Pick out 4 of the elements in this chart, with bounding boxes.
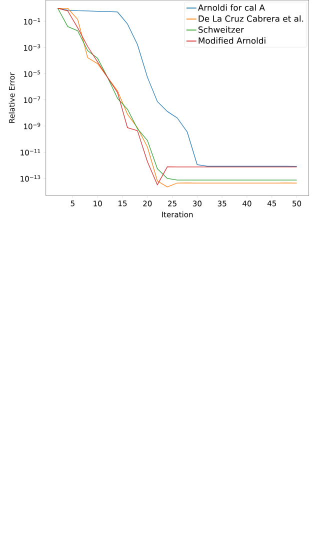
legend-label: Schweitzer [198,26,244,33]
legend-label: Arnoldi for cal A [198,4,265,11]
legend-label: De La Cruz Cabrera et al. [198,15,304,22]
legend-label: Modified Arnoldi [198,37,266,44]
